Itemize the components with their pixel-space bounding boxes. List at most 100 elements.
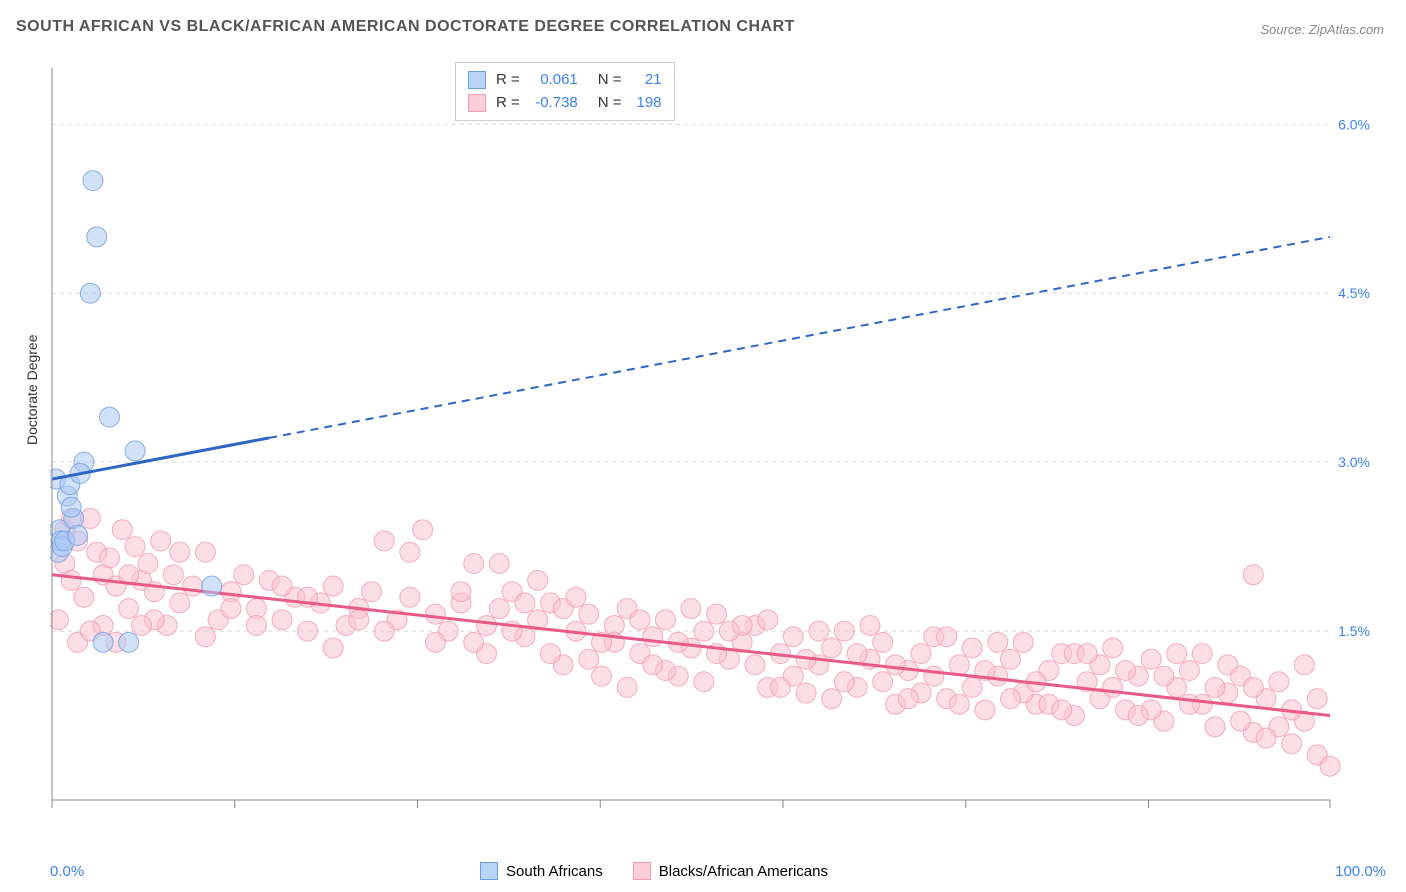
point-blacks-african-americans [962,638,982,658]
point-south-africans [61,497,81,517]
point-blacks-african-americans [822,689,842,709]
legend-n-label: N = [598,92,622,115]
point-blacks-african-americans [847,644,867,664]
point-blacks-african-americans [1205,677,1225,697]
point-south-africans [119,632,139,652]
point-blacks-african-americans [246,615,266,635]
point-blacks-african-americans [1307,689,1327,709]
series-legend-item: South Africans [480,862,603,880]
point-south-africans [80,283,100,303]
point-blacks-african-americans [1294,655,1314,675]
point-blacks-african-americans [349,610,369,630]
point-blacks-african-americans [630,610,650,630]
point-blacks-african-americans [1282,734,1302,754]
x-axis-max-label: 100.0% [1335,863,1386,880]
point-south-africans [125,441,145,461]
point-blacks-african-americans [796,683,816,703]
point-blacks-african-americans [937,627,957,647]
point-blacks-african-americans [425,632,445,652]
point-blacks-african-americans [1141,649,1161,669]
point-blacks-african-americans [323,576,343,596]
point-south-africans [202,576,222,596]
point-blacks-african-americans [1179,660,1199,680]
point-blacks-african-americans [1218,655,1238,675]
point-blacks-african-americans [298,621,318,641]
point-blacks-african-americans [362,582,382,602]
point-blacks-african-americans [962,677,982,697]
series-legend-item: Blacks/African Americans [633,862,828,880]
series-legend-label: Blacks/African Americans [659,863,828,880]
point-blacks-african-americans [540,644,560,664]
point-blacks-african-americans [1052,700,1072,720]
point-blacks-african-americans [1243,677,1263,697]
point-blacks-african-americans [694,672,714,692]
point-blacks-african-americans [579,604,599,624]
point-blacks-african-americans [477,615,497,635]
point-blacks-african-americans [1128,706,1148,726]
point-blacks-african-americans [1116,660,1136,680]
point-blacks-african-americans [809,621,829,641]
point-blacks-african-americans [758,610,778,630]
chart-svg: 1.5%3.0%4.5%6.0% [50,60,1390,830]
point-blacks-african-americans [988,632,1008,652]
point-blacks-african-americans [643,627,663,647]
point-blacks-african-americans [374,621,394,641]
point-blacks-african-americans [234,565,254,585]
legend-r-value: -0.738 [530,92,578,115]
y-tick-label: 6.0% [1338,116,1370,132]
point-blacks-african-americans [464,632,484,652]
point-blacks-african-americans [489,554,509,574]
point-blacks-african-americans [860,615,880,635]
point-blacks-african-americans [898,689,918,709]
point-blacks-african-americans [1167,644,1187,664]
point-blacks-african-americans [1103,638,1123,658]
point-blacks-african-americans [323,638,343,658]
point-south-africans [93,632,113,652]
point-blacks-african-americans [783,627,803,647]
point-blacks-african-americans [592,666,612,686]
y-tick-label: 3.0% [1338,454,1370,470]
point-blacks-african-americans [131,615,151,635]
point-blacks-african-americans [464,554,484,574]
point-blacks-african-americans [924,666,944,686]
point-blacks-african-americans [1013,632,1033,652]
point-blacks-african-americans [694,621,714,641]
point-south-africans [68,525,88,545]
point-blacks-african-americans [183,576,203,596]
point-blacks-african-americans [834,621,854,641]
point-blacks-african-americans [579,649,599,669]
point-blacks-african-americans [374,531,394,551]
point-blacks-african-americans [1243,565,1263,585]
point-south-africans [100,407,120,427]
y-axis-label: Doctorate Degree [24,334,40,445]
point-blacks-african-americans [834,672,854,692]
point-blacks-african-americans [400,587,420,607]
point-blacks-african-americans [170,542,190,562]
stats-legend-row: R = 0.061 N = 21 [468,69,662,92]
point-blacks-african-americans [119,599,139,619]
series-legend-label: South Africans [506,863,603,880]
point-blacks-african-americans [719,621,739,641]
point-blacks-african-americans [822,638,842,658]
point-blacks-african-americans [413,520,433,540]
point-blacks-african-americans [112,520,132,540]
point-blacks-african-americans [528,570,548,590]
x-axis-min-label: 0.0% [50,863,84,880]
source-attribution: Source: ZipAtlas.com [1260,22,1384,37]
legend-swatch-icon [468,71,486,89]
point-blacks-african-americans [1192,644,1212,664]
point-south-africans [83,171,103,191]
point-blacks-african-americans [1269,672,1289,692]
legend-n-label: N = [598,69,622,92]
point-blacks-african-americans [400,542,420,562]
stats-legend: R = 0.061 N = 21 R = -0.738 N = 198 [455,62,675,121]
point-blacks-african-americans [195,542,215,562]
point-blacks-african-americans [515,593,535,613]
point-blacks-african-americans [655,610,675,630]
point-blacks-african-americans [425,604,445,624]
point-blacks-african-americans [1205,717,1225,737]
point-blacks-african-americans [707,604,727,624]
point-blacks-african-americans [885,655,905,675]
stats-legend-row: R = -0.738 N = 198 [468,92,662,115]
point-blacks-african-americans [100,548,120,568]
